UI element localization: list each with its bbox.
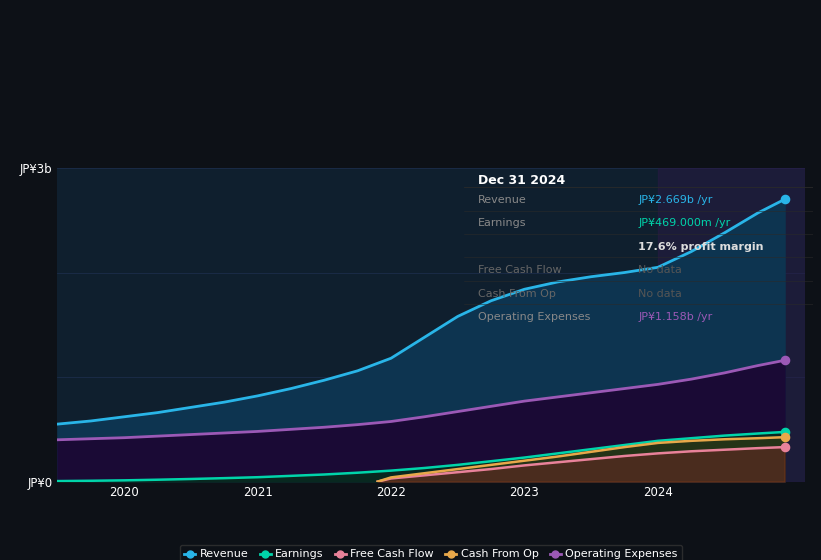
- Text: JP¥469.000m /yr: JP¥469.000m /yr: [639, 218, 731, 228]
- Text: Free Cash Flow: Free Cash Flow: [478, 265, 562, 276]
- Text: JP¥2.669b /yr: JP¥2.669b /yr: [639, 195, 713, 205]
- Point: [778, 195, 791, 204]
- Text: No data: No data: [639, 288, 682, 298]
- Text: Dec 31 2024: Dec 31 2024: [478, 174, 565, 187]
- Text: 17.6% profit margin: 17.6% profit margin: [639, 242, 764, 252]
- Text: Cash From Op: Cash From Op: [478, 288, 556, 298]
- Text: Revenue: Revenue: [478, 195, 526, 205]
- Point: [778, 433, 791, 442]
- Text: Earnings: Earnings: [478, 218, 526, 228]
- Point: [778, 442, 791, 451]
- Point: [778, 356, 791, 365]
- Legend: Revenue, Earnings, Free Cash Flow, Cash From Op, Operating Expenses: Revenue, Earnings, Free Cash Flow, Cash …: [180, 545, 682, 560]
- Bar: [658, 168, 805, 482]
- Text: No data: No data: [639, 265, 682, 276]
- Text: Operating Expenses: Operating Expenses: [478, 312, 590, 322]
- Text: JP¥1.158b /yr: JP¥1.158b /yr: [639, 312, 713, 322]
- Point: [778, 427, 791, 436]
